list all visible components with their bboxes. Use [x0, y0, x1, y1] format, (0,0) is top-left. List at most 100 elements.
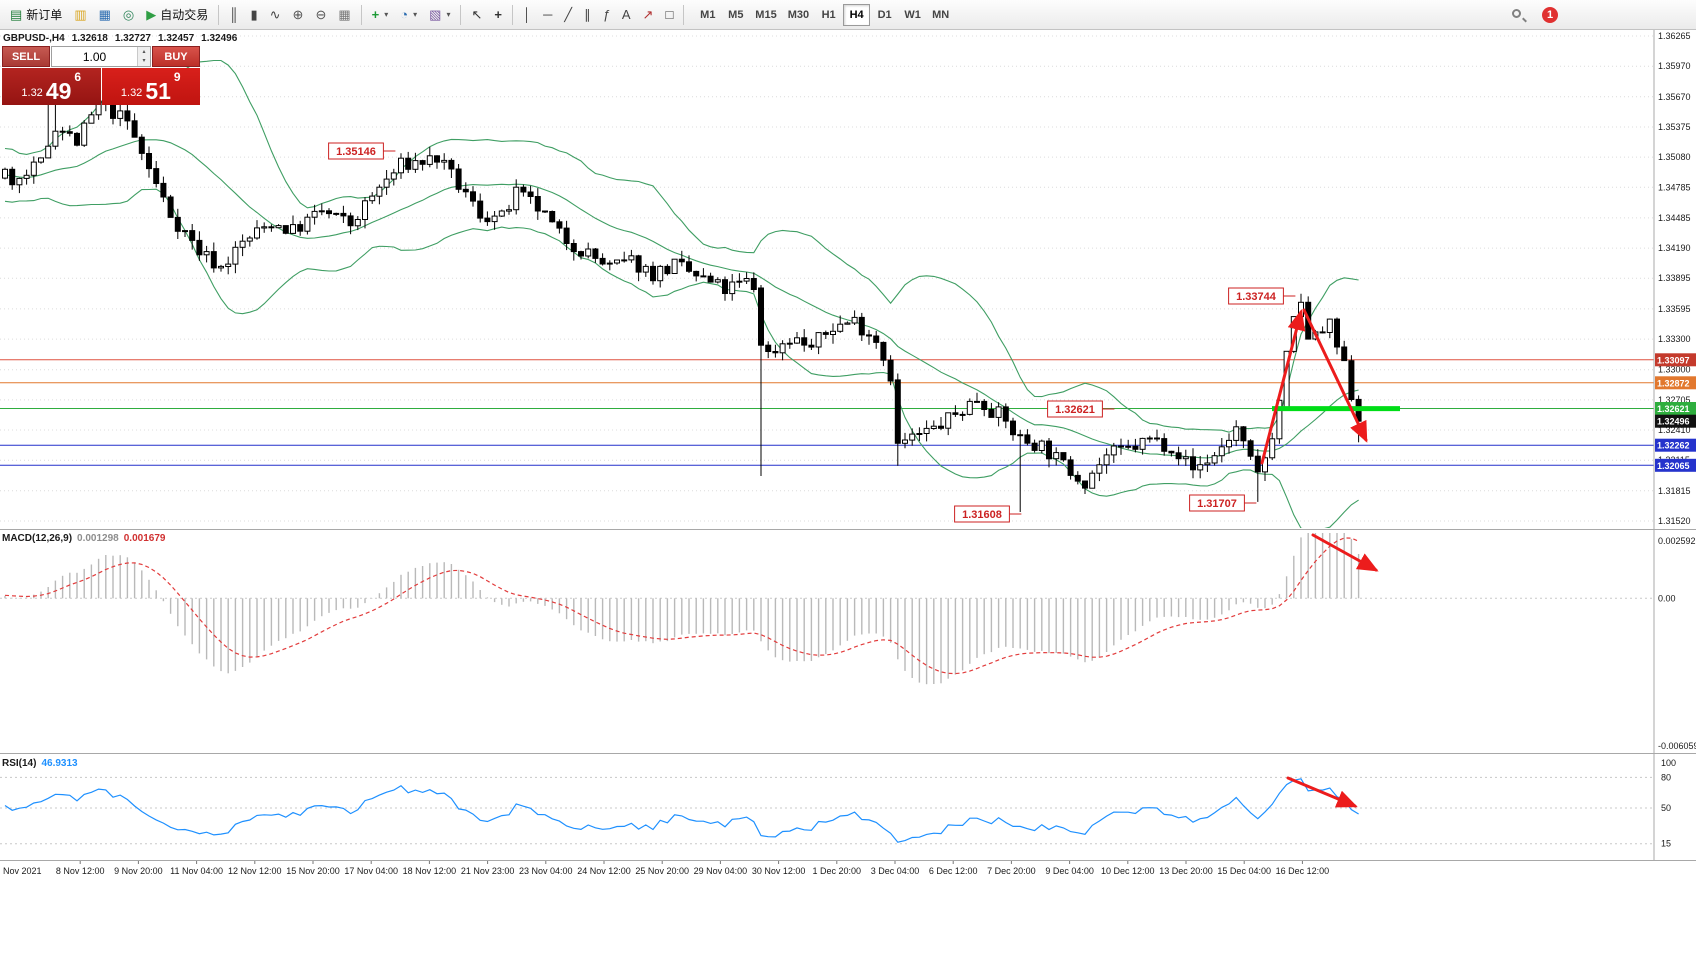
svg-text:1.32872: 1.32872: [1657, 378, 1690, 388]
timeframe-button-mn[interactable]: MN: [927, 4, 954, 26]
templates-button[interactable]: ▧ ▾: [423, 3, 456, 27]
price-annotation[interactable]: 1.32621: [1047, 400, 1115, 418]
zoom-out-button[interactable]: ⊖: [309, 3, 332, 27]
time-scale[interactable]: [0, 861, 1654, 881]
line-chart-button[interactable]: ∿: [264, 3, 287, 27]
candles: [2, 75, 1362, 512]
timeframe-button-h4[interactable]: H4: [843, 3, 871, 26]
price-annotation[interactable]: 1.31707: [1189, 494, 1257, 512]
svg-text:10 Dec 12:00: 10 Dec 12:00: [1101, 866, 1155, 876]
zoom-out-icon: ⊖: [315, 7, 327, 22]
price-annotation[interactable]: 1.33744: [1228, 287, 1296, 305]
svg-text:17 Nov 04:00: 17 Nov 04:00: [344, 866, 398, 876]
timeframe-button-m1[interactable]: M1: [694, 4, 721, 26]
notification-badge[interactable]: 1: [1542, 7, 1558, 23]
bar-chart-icon: ║: [229, 7, 239, 22]
buy-price-display[interactable]: 1.32 51 9: [101, 68, 200, 105]
sell-button[interactable]: SELL: [2, 46, 50, 67]
svg-text:1.35375: 1.35375: [1658, 122, 1691, 132]
volume-spinner[interactable]: 1.00 ▴ ▾: [51, 46, 151, 67]
timeframe-button-h1[interactable]: H1: [815, 4, 842, 26]
timeframe-button-m15[interactable]: M15: [750, 4, 781, 26]
navigator-button[interactable]: ◎: [117, 3, 140, 27]
svg-text:1.31815: 1.31815: [1658, 486, 1691, 496]
zoom-in-button[interactable]: ⊕: [287, 3, 310, 27]
svg-text:1.33595: 1.33595: [1658, 304, 1691, 314]
sell-price-display[interactable]: 1.32 49 6: [2, 68, 101, 105]
macd-histogram: [4, 533, 1360, 685]
trend-arrow[interactable]: [1311, 533, 1379, 572]
svg-text:1.33895: 1.33895: [1658, 273, 1691, 283]
trend-arrow[interactable]: [1260, 309, 1306, 465]
data-window-button[interactable]: ▦: [93, 3, 117, 27]
candlestick-chart-button[interactable]: ▮: [244, 3, 263, 27]
fibonacci-button[interactable]: ƒ: [597, 3, 616, 27]
price-annotation[interactable]: 1.31608: [954, 505, 1022, 523]
periods-button[interactable]: ◔ ▾: [394, 3, 423, 27]
autotrading-button[interactable]: ▶ 自动交易: [140, 3, 214, 27]
rsi-name: RSI(14): [2, 758, 37, 769]
periods-icon: ◔: [400, 7, 409, 22]
macd-value-main: 0.001298: [77, 533, 119, 544]
price-tag: 1.32065: [1655, 458, 1696, 472]
timeframe-button-m5[interactable]: M5: [722, 4, 749, 26]
svg-text:1.34485: 1.34485: [1658, 213, 1691, 223]
timeframe-button-w1[interactable]: W1: [899, 4, 926, 26]
timeframe-button-m30[interactable]: M30: [783, 4, 814, 26]
chart-open-value: 1.32618: [71, 33, 108, 44]
trend-arrow[interactable]: [1286, 776, 1358, 808]
price-scale[interactable]: [1655, 30, 1696, 861]
volume-decrease-button[interactable]: ▾: [138, 56, 150, 66]
new-order-button[interactable]: ▤ 新订单: [4, 3, 68, 27]
templates-icon: ▧: [429, 7, 442, 22]
toolbar-separator: [511, 4, 513, 25]
channel-icon: ∥: [584, 7, 591, 22]
dropdown-arrow-icon: ▾: [446, 10, 451, 19]
price-tag: 1.32872: [1655, 376, 1696, 390]
tile-windows-button[interactable]: ▦: [332, 3, 356, 27]
svg-text:0.00: 0.00: [1658, 593, 1676, 603]
svg-text:15: 15: [1661, 839, 1671, 849]
sell-price-big-figure: 1.32: [21, 87, 43, 99]
price-annotation[interactable]: 1.35146: [328, 142, 396, 160]
svg-text:30 Nov 12:00: 30 Nov 12:00: [752, 866, 806, 876]
cursor-button[interactable]: ↖: [465, 3, 488, 27]
chart-low-value: 1.32457: [158, 33, 195, 44]
svg-text:1.33000: 1.33000: [1658, 365, 1691, 375]
vertical-line-button[interactable]: │: [517, 3, 537, 27]
svg-text:1.32065: 1.32065: [1657, 461, 1690, 471]
search-icon[interactable]: [1512, 9, 1521, 18]
price-tag: 1.33097: [1655, 353, 1696, 367]
svg-text:100: 100: [1661, 758, 1676, 768]
svg-text:21 Nov 23:00: 21 Nov 23:00: [461, 866, 515, 876]
price-tag: 1.32262: [1655, 438, 1696, 452]
chart-header: GBPUSD-,H4 1.32618 1.32727 1.32457 1.324…: [3, 33, 237, 44]
charts-icon: ▥: [74, 7, 87, 22]
candlestick-icon: ▮: [250, 7, 258, 22]
charts-button[interactable]: ▥: [68, 3, 92, 27]
tile-windows-icon: ▦: [338, 7, 351, 22]
horizontal-line-button[interactable]: ─: [537, 3, 558, 27]
arrows-tool-button[interactable]: ↗: [637, 3, 660, 27]
text-tool-button[interactable]: A: [616, 3, 637, 27]
trendline-button[interactable]: ╱: [558, 3, 578, 27]
search-lens-icon: [1512, 9, 1521, 18]
volume-increase-button[interactable]: ▴: [138, 47, 150, 57]
indicators-button[interactable]: + ▾: [366, 3, 395, 27]
timeframe-button-d1[interactable]: D1: [871, 4, 898, 26]
volume-value[interactable]: 1.00: [82, 49, 107, 64]
svg-text:Nov 2021: Nov 2021: [3, 866, 42, 876]
buy-button[interactable]: BUY: [152, 46, 200, 67]
trend-arrow[interactable]: [1302, 308, 1368, 443]
crosshair-button[interactable]: +: [488, 3, 508, 27]
svg-text:1.36265: 1.36265: [1658, 31, 1691, 41]
shapes-button[interactable]: □: [659, 3, 679, 27]
bar-chart-button[interactable]: ║: [223, 3, 244, 27]
buy-price-big-figure: 1.32: [120, 87, 143, 99]
channel-button[interactable]: ∥: [578, 3, 597, 27]
volume-steppers: ▴ ▾: [137, 47, 150, 66]
sell-price-pipette: 6: [74, 70, 82, 84]
shapes-icon: □: [665, 7, 674, 22]
arrows-tool-icon: ↗: [642, 7, 654, 22]
